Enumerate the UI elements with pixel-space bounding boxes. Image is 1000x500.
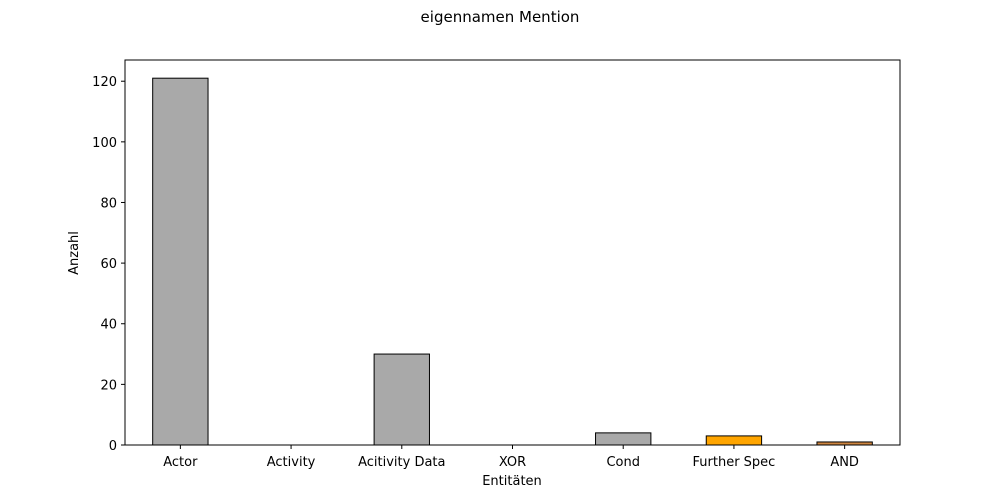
x-axis: Actor Activity Acitivity Data XOR Cond Furthe…	[163, 445, 859, 470]
x-tick-label: Actor	[163, 455, 198, 470]
x-tick-label: XOR	[499, 455, 526, 470]
bars-layer	[152, 77, 873, 446]
y-tick-label: 80	[100, 196, 117, 211]
x-tick-label: Acitivity Data	[358, 455, 445, 470]
y-tick-label: 40	[100, 318, 117, 333]
plot-frame	[124, 59, 901, 446]
y-tick-label: 60	[100, 257, 117, 272]
x-tick-label: Cond	[606, 455, 640, 470]
chart-title: eigennamen Mention	[421, 8, 580, 26]
bar-cond	[595, 432, 652, 446]
x-tick-label: AND	[830, 455, 859, 470]
y-tick-label: 100	[92, 136, 117, 151]
x-tick-label: Activity	[267, 455, 316, 470]
y-tick-label: 0	[109, 439, 117, 454]
x-tick-label: Further Spec	[693, 455, 776, 470]
x-axis-label: Entitäten	[482, 474, 542, 489]
y-axis: 0 20 40 60 80 100 120	[92, 75, 125, 454]
y-axis-label: Anzahl	[67, 231, 82, 275]
y-tick-label: 120	[92, 75, 117, 90]
bar-actor	[152, 77, 209, 446]
bar-further-spec	[705, 435, 763, 446]
bar-acitivity-data	[373, 353, 430, 446]
y-tick-label: 20	[100, 378, 117, 393]
